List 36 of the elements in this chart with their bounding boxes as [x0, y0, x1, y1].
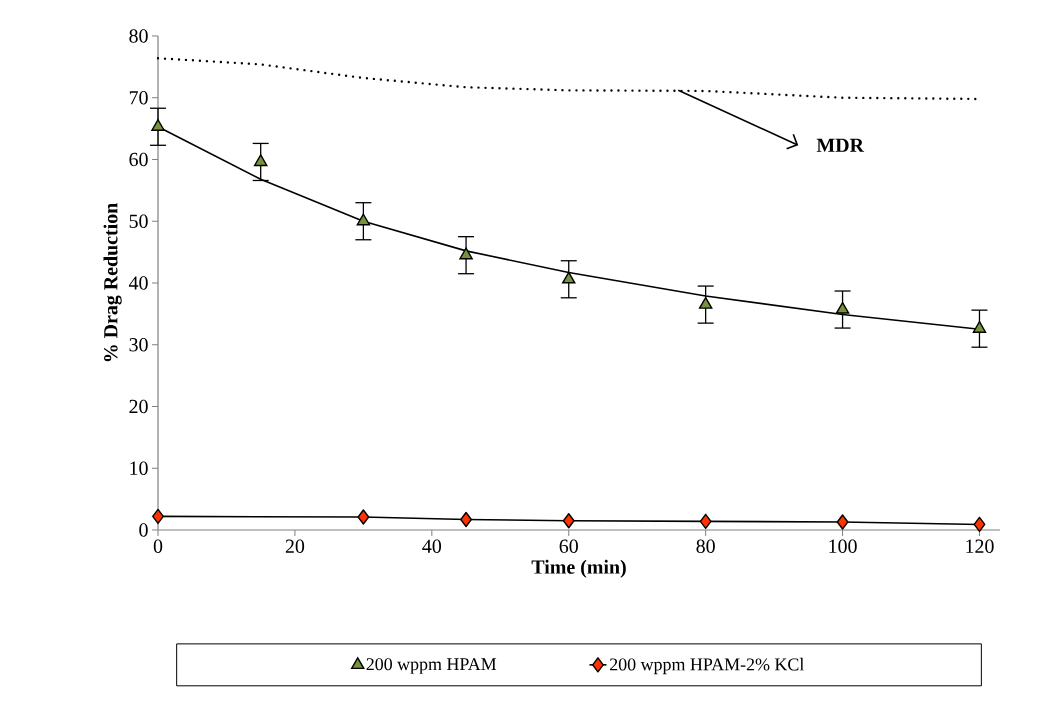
y-tick-label: 40	[128, 276, 148, 290]
point	[698, 296, 713, 309]
x-tick-label: 20	[285, 539, 305, 553]
legend-label: 200 wppm HPAM	[366, 658, 497, 674]
x-tick-label: 100	[829, 539, 857, 553]
point	[835, 301, 850, 314]
x-tick-label: 40	[422, 539, 442, 553]
y-tick-label: 30	[129, 338, 148, 352]
legend-label: 200 wppm HPAM-2% KCl	[610, 657, 804, 675]
y-tick-label: 50	[129, 214, 148, 228]
point	[152, 508, 164, 525]
x-tick-label: 0	[153, 539, 163, 553]
point	[459, 247, 473, 260]
y-tick-label: 20	[129, 399, 148, 414]
point	[836, 514, 849, 530]
point	[253, 154, 268, 167]
point	[561, 271, 576, 284]
x-tick-label: 60	[559, 539, 578, 553]
y-tick-label: 10	[130, 461, 148, 475]
y-axis-title: % Drag Reduction	[103, 203, 122, 362]
y-tick-label: 80	[129, 29, 148, 43]
point	[460, 511, 473, 528]
point	[357, 509, 370, 525]
x-axis-title: Time (min)	[531, 559, 626, 578]
point	[151, 119, 165, 131]
y-tick-label: 60	[129, 152, 148, 167]
x-tick-label: 80	[696, 539, 715, 553]
y-tick-label: 70	[129, 91, 148, 105]
y-tick-label: 0	[139, 523, 148, 537]
x-tick-label: 120	[966, 539, 994, 553]
point	[973, 516, 986, 533]
point	[356, 213, 371, 226]
annotation: MDR	[816, 138, 865, 152]
point	[972, 320, 987, 333]
point	[699, 513, 712, 530]
point	[562, 513, 575, 529]
